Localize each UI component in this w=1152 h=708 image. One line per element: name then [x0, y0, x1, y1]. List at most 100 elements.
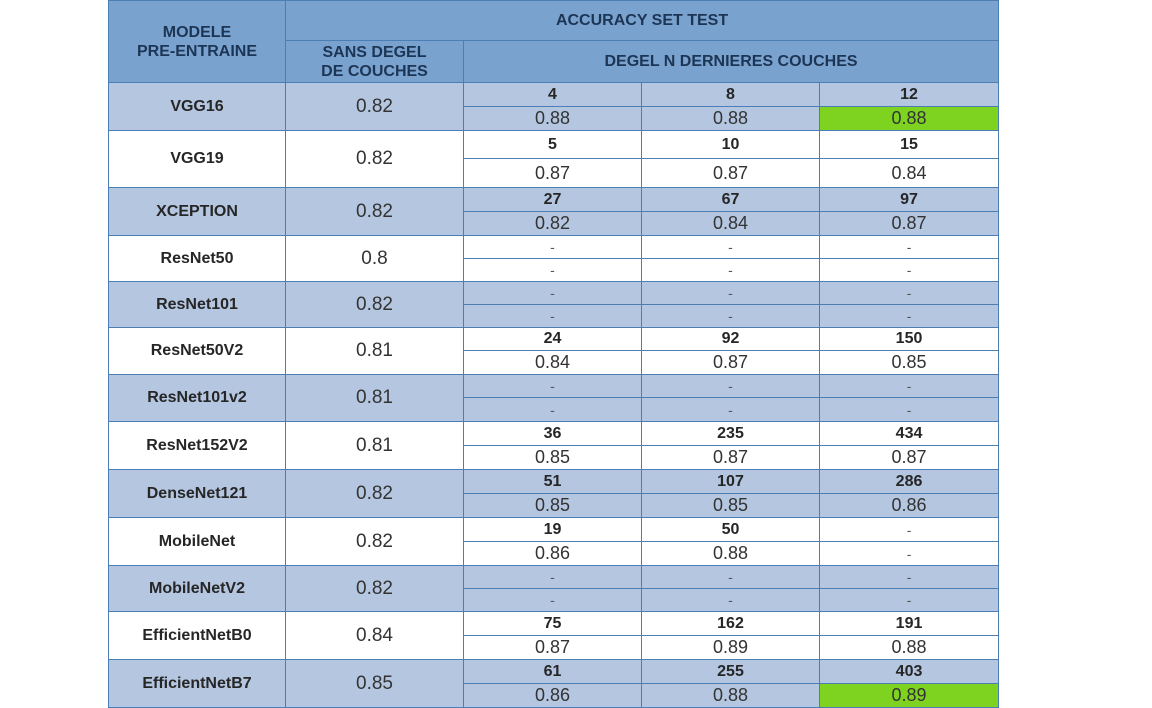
unfrozen-layers-cell: 10	[641, 130, 820, 159]
unfrozen-layers-cell: 286	[818, 469, 1000, 494]
table-row: ResNet101v2 0.81- - -	[108, 374, 1000, 422]
accuracy-cell: -	[818, 397, 1000, 422]
accuracy-cell: -	[641, 258, 820, 282]
best-accuracy-cell: 0.89	[818, 683, 1000, 708]
unfrozen-layers-cell: 255	[641, 659, 820, 684]
base-accuracy-cell: 0.82	[285, 82, 464, 131]
unfrozen-layers-cell: 97	[818, 187, 1000, 212]
accuracy-cell: 0.88	[641, 541, 820, 566]
unfrozen-layers-cell: 36	[463, 421, 642, 446]
unfrozen-layers-cell: 61	[463, 659, 642, 684]
accuracy-cell: 0.88	[463, 106, 642, 131]
accuracy-cell: 0.82	[463, 211, 642, 236]
accuracy-cell: 0.84	[641, 211, 820, 236]
unfrozen-layers-cell: -	[463, 374, 642, 398]
accuracy-cell: 0.85	[463, 493, 642, 518]
unfrozen-layers-cell: 92	[641, 327, 820, 351]
table-row: EfficientNetB0 0.84 75 162 191	[108, 611, 1000, 660]
accuracy-set-test-header: ACCURACY SET TEST	[284, 0, 1000, 41]
table-row: XCEPTION 0.82 27 67 97	[108, 187, 1000, 236]
table-row: 0.85 0.87 0.87	[108, 445, 1000, 470]
accuracy-cell: 0.88	[641, 683, 820, 708]
unfrozen-layers-cell: -	[641, 374, 820, 398]
accuracy-cell: 0.88	[641, 106, 820, 131]
unfrozen-layers-cell: -	[818, 374, 1000, 398]
unfrozen-layers-cell: 27	[463, 187, 642, 212]
model-name-cell: MobileNetV2	[108, 565, 286, 612]
unfrozen-layers-cell: 191	[818, 611, 1000, 636]
unfrozen-layers-cell: -	[818, 281, 1000, 305]
table-row: 0.88 0.88 0.88	[108, 106, 1000, 131]
unfrozen-layers-cell: 51	[463, 469, 642, 494]
accuracy-cell: 0.87	[641, 350, 820, 375]
accuracy-cell: 0.86	[463, 541, 642, 566]
base-accuracy-cell: 0.82	[285, 130, 464, 188]
base-accuracy-cell: 0.81	[285, 421, 464, 470]
base-accuracy-cell: 0.82	[285, 565, 464, 612]
unfrozen-layers-cell: 67	[641, 187, 820, 212]
table-row: ResNet50V2 0.81 24 92 150	[108, 327, 1000, 375]
accuracy-cell: -	[463, 397, 642, 422]
model-name-cell: VGG19	[108, 130, 286, 188]
table-row: MobileNetV2 0.82- - -	[108, 565, 1000, 612]
unfrozen-layers-cell: 19	[463, 517, 642, 542]
no-unfreeze-header: SANS DEGEL DE COUCHES	[285, 40, 464, 83]
table-row: VGG19 0.82 5 10 15	[108, 130, 1000, 188]
accuracy-cell: -	[818, 588, 1000, 612]
unfrozen-layers-cell: 107	[641, 469, 820, 494]
accuracy-cell: 0.86	[463, 683, 642, 708]
unfrozen-layers-cell: -	[818, 565, 1000, 589]
accuracy-cell: -	[641, 397, 820, 422]
unfrozen-layers-cell: 4	[463, 82, 642, 107]
unfrozen-layers-cell: 403	[818, 659, 1000, 684]
base-accuracy-cell: 0.81	[285, 327, 464, 375]
unfrozen-layers-cell: 75	[463, 611, 642, 636]
unfrozen-layers-cell: 24	[463, 327, 642, 351]
accuracy-cell: 0.85	[641, 493, 820, 518]
model-name-cell: ResNet50	[108, 235, 286, 282]
table-row: ResNet50 0.8- - -	[108, 235, 1000, 282]
accuracy-cell: -	[818, 304, 1000, 328]
base-accuracy-cell: 0.8	[285, 235, 464, 282]
unfrozen-layers-cell: 434	[818, 421, 1000, 446]
unfrozen-layers-cell: -	[641, 565, 820, 589]
accuracy-cell: -	[463, 304, 642, 328]
model-name-cell: EfficientNetB0	[108, 611, 286, 660]
accuracy-cell: 0.87	[463, 635, 642, 660]
model-name-cell: VGG16	[108, 82, 286, 131]
unfreeze-n-layers-header: DEGEL N DERNIERES COUCHES	[462, 40, 1000, 83]
accuracy-cell: -	[463, 588, 642, 612]
base-accuracy-cell: 0.82	[285, 517, 464, 566]
base-accuracy-cell: 0.85	[285, 659, 464, 708]
unfrozen-layers-cell: 150	[818, 327, 1000, 351]
table-row: VGG16 0.82 4 8 12	[108, 82, 1000, 131]
model-name-cell: EfficientNetB7	[108, 659, 286, 708]
accuracy-cell: 0.86	[818, 493, 1000, 518]
unfrozen-layers-cell: -	[641, 235, 820, 259]
accuracy-cell: 0.85	[818, 350, 1000, 375]
accuracy-cell: -	[818, 541, 1000, 566]
table-row: MobileNet 0.82 19 50-	[108, 517, 1000, 566]
unfrozen-layers-cell: -	[463, 565, 642, 589]
table-row: EfficientNetB7 0.85 61 255 403	[108, 659, 1000, 708]
accuracy-cell: 0.84	[818, 158, 1000, 188]
unfrozen-layers-cell: -	[463, 235, 642, 259]
accuracy-cell: 0.84	[463, 350, 642, 375]
unfrozen-layers-cell: 50	[641, 517, 820, 542]
model-name-cell: ResNet101	[108, 281, 286, 328]
accuracy-table: MODELE PRE-ENTRAINE ACCURACY SET TEST SA…	[108, 0, 1000, 708]
accuracy-cell: 0.89	[641, 635, 820, 660]
table-row: ResNet101 0.82- - -	[108, 281, 1000, 328]
model-name-cell: ResNet152V2	[108, 421, 286, 470]
model-column-header: MODELE PRE-ENTRAINE	[108, 0, 286, 83]
base-accuracy-cell: 0.82	[285, 187, 464, 236]
unfrozen-layers-cell: -	[641, 281, 820, 305]
base-accuracy-cell: 0.82	[285, 469, 464, 518]
accuracy-cell: -	[818, 258, 1000, 282]
accuracy-cell: 0.87	[641, 445, 820, 470]
best-accuracy-cell: 0.88	[818, 106, 1000, 131]
accuracy-cell: 0.87	[818, 211, 1000, 236]
accuracy-cell: 0.85	[463, 445, 642, 470]
accuracy-cell: -	[641, 304, 820, 328]
accuracy-cell: -	[463, 258, 642, 282]
